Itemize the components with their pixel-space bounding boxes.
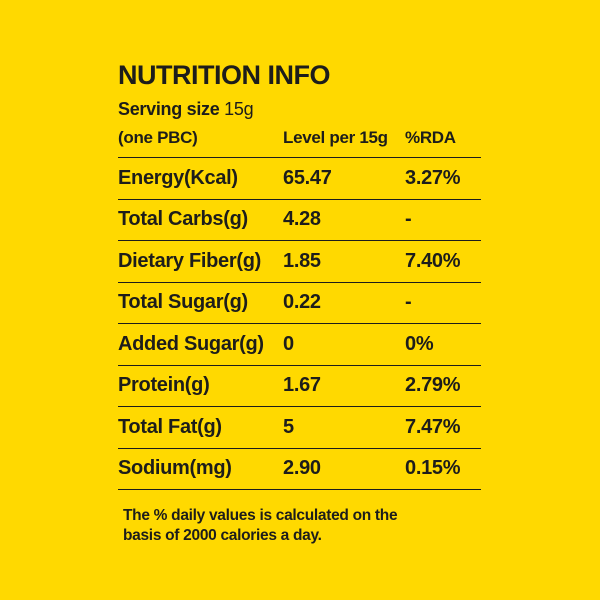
nutrient-rda: 7.47% bbox=[405, 415, 461, 438]
serving-size-label: Serving size bbox=[118, 99, 220, 119]
nutrition-table: Energy(Kcal) 65.47 3.27% Total Carbs(g) 4.28… bbox=[118, 157, 481, 490]
column-header-level-per-serving: Level per 15g bbox=[283, 128, 388, 147]
nutrient-rda: 2.79% bbox=[405, 374, 461, 397]
nutrient-name: Dietary Fiber(g) bbox=[118, 249, 262, 272]
nutrient-name: Energy(Kcal) bbox=[118, 166, 238, 189]
nutrient-name: Protein(g) bbox=[118, 374, 210, 397]
nutrient-rda: 0.15% bbox=[405, 457, 461, 480]
nutrient-name: Total Fat(g) bbox=[118, 415, 222, 438]
nutrient-level: 0 bbox=[283, 332, 294, 355]
column-header-rda: %RDA bbox=[405, 128, 456, 147]
table-row: Total Fat(g) 5 7.47% bbox=[118, 406, 481, 448]
nutrient-rda: 7.40% bbox=[405, 249, 461, 272]
nutrient-name: Total Carbs(g) bbox=[118, 208, 248, 231]
nutrient-level: 0.22 bbox=[283, 291, 321, 314]
nutrient-name: Total Sugar(g) bbox=[118, 291, 248, 314]
nutrient-name: Sodium(mg) bbox=[118, 457, 232, 480]
table-row: Total Sugar(g) 0.22 - bbox=[118, 281, 481, 324]
nutrient-name: Added Sugar(g) bbox=[118, 332, 264, 355]
nutrient-rda: - bbox=[405, 291, 412, 314]
table-row: Total Carbs(g) 4.28 - bbox=[118, 198, 481, 241]
footnote-line-1: The % daily values is calculated on the bbox=[123, 507, 398, 524]
table-row: Sodium(mg) 2.90 0.15% bbox=[118, 447, 481, 490]
serving-size-line: Serving size 15g bbox=[118, 99, 254, 120]
page-title: NUTRITION INFO bbox=[118, 60, 330, 90]
nutrient-level: 1.85 bbox=[283, 249, 321, 272]
table-row: Energy(Kcal) 65.47 3.27% bbox=[118, 157, 481, 199]
serving-size-value: 15g bbox=[224, 99, 254, 119]
footnote-line-2: basis of 2000 calories a day. bbox=[123, 527, 322, 544]
nutrient-level: 5 bbox=[283, 415, 294, 438]
table-row: Dietary Fiber(g) 1.85 7.40% bbox=[118, 240, 481, 282]
nutrient-level: 1.67 bbox=[283, 374, 321, 397]
table-row: Protein(g) 1.67 2.79% bbox=[118, 364, 481, 407]
table-row: Added Sugar(g) 0 0% bbox=[118, 323, 481, 365]
nutrient-level: 2.90 bbox=[283, 457, 321, 480]
table-column-headers: (one PBC) Level per 15g %RDA bbox=[118, 128, 481, 148]
footnote: The % daily values is calculated on the … bbox=[123, 506, 398, 546]
nutrient-rda: 0% bbox=[405, 332, 434, 355]
nutrient-rda: 3.27% bbox=[405, 166, 461, 189]
nutrient-rda: - bbox=[405, 208, 412, 231]
column-header-one-pbc: (one PBC) bbox=[118, 128, 198, 147]
nutrient-level: 65.47 bbox=[283, 166, 332, 189]
nutrient-level: 4.28 bbox=[283, 208, 321, 231]
